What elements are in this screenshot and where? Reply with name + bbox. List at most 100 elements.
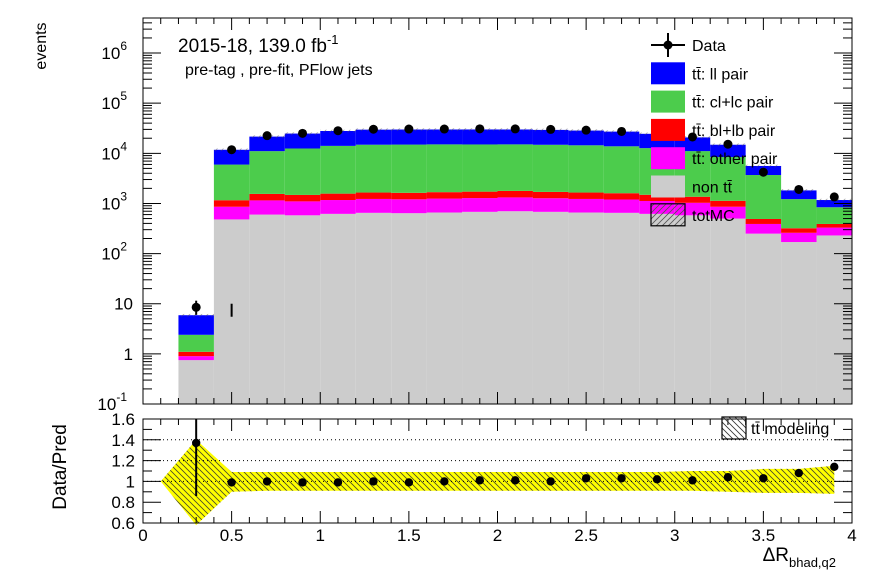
bar-segment-series-0	[355, 212, 392, 404]
legend-label: tt̄: bl+lb pair	[692, 123, 776, 140]
modeling-band-hatch	[160, 439, 835, 526]
ratio-y-axis-title: Data/Pred	[50, 424, 71, 510]
ratio-point	[688, 476, 697, 485]
ratio-y-tick-label: 1.4	[111, 431, 135, 450]
bar-segment-series-4	[391, 129, 427, 145]
bar-segment-series-2	[603, 193, 640, 200]
y-axis-title: events	[33, 22, 50, 69]
y-tick-label-exponent: 4	[120, 139, 127, 153]
data-point	[368, 124, 378, 134]
bar-segment-series-1	[497, 197, 533, 212]
bar-segment-series-3	[178, 334, 214, 352]
y-tick-label: 104	[101, 139, 127, 163]
legend-swatch	[651, 147, 685, 170]
y-tick-label-base: 10	[101, 194, 120, 213]
data-point	[475, 124, 485, 134]
bar-segment-series-0	[462, 211, 498, 404]
legend-label: tt̄: other pair	[692, 151, 778, 168]
y-tick-label-base: 10	[101, 44, 120, 63]
ratio-point	[227, 478, 236, 487]
bar-segment-series-3	[745, 175, 782, 219]
data-point	[687, 132, 697, 142]
bar-segment-series-0	[426, 212, 463, 404]
bar-segment-series-2	[355, 192, 392, 199]
bar-segment-series-0	[532, 211, 569, 404]
bar-segment-series-0	[284, 215, 321, 404]
legend-swatch	[651, 62, 685, 85]
legend-swatch	[651, 175, 685, 198]
y-tick-label: 105	[101, 89, 127, 113]
bar-segment-series-0	[497, 211, 533, 404]
ratio-point	[333, 478, 343, 487]
bar-segment-series-1	[355, 198, 392, 213]
bar-segment-series-4	[781, 190, 817, 200]
bar-segment-series-4	[426, 129, 463, 145]
bar-segment-series-0	[674, 215, 711, 404]
data-point	[581, 125, 591, 135]
bar-segment-series-1	[568, 198, 604, 213]
data-point	[298, 128, 308, 138]
bar-segment-series-0	[816, 235, 852, 404]
data-point	[404, 124, 414, 134]
chart-title-text: 2015-18, 139.0 fb	[178, 36, 327, 57]
chart-title: 2015-18, 139.0 fb-1	[178, 32, 339, 57]
legend-label: Data	[692, 38, 726, 55]
bar-segment-series-3	[462, 144, 498, 192]
ratio-point	[617, 474, 626, 483]
legend-swatch	[650, 203, 686, 227]
bar-segment-series-3	[781, 199, 817, 229]
bar-segment-series-4	[178, 315, 214, 335]
y-tick-label: 10	[114, 295, 133, 314]
bar-segment-series-1	[249, 200, 285, 215]
data-point	[794, 184, 804, 194]
ratio-point	[652, 475, 662, 484]
bar-segment-series-0	[320, 213, 356, 404]
y-tick-label-base: 10	[114, 295, 133, 314]
bar-segment-series-3	[320, 145, 356, 194]
bar-segment-series-3	[816, 207, 852, 224]
legend-label: non tt̄	[692, 180, 733, 197]
x-axis-title-subscript: bhad,q2	[789, 555, 836, 570]
bar-segment-series-2	[320, 193, 356, 201]
x-axis-title-text: ΔR	[763, 545, 789, 566]
bar-segment-series-2	[674, 196, 711, 203]
ratio-y-tick-label: 1	[126, 472, 135, 491]
data-point	[617, 126, 627, 136]
bar-segment-series-4	[497, 129, 533, 145]
y-tick-label-exponent: 5	[120, 89, 127, 103]
ratio-point	[369, 477, 378, 486]
bar-segment-series-4	[462, 129, 498, 145]
data-point	[439, 124, 449, 134]
bar-segment-series-3	[355, 144, 392, 193]
bar-segment-series-2	[284, 194, 321, 202]
bar-segment-series-2	[462, 191, 498, 199]
bar-segment-series-4	[284, 133, 321, 149]
x-tick-label: 0	[138, 526, 147, 545]
chart-title-superscript: -1	[327, 32, 339, 47]
bar-segment-series-4	[603, 131, 640, 147]
bar-segment-series-4	[213, 149, 250, 165]
x-tick-label: 2	[493, 526, 502, 545]
ratio-y-tick-label: 0.6	[111, 514, 135, 533]
ratio-y-tick-label: 1.6	[111, 410, 135, 429]
bar-segment-series-2	[710, 200, 746, 207]
bar-segment-series-1	[213, 206, 250, 220]
ratio-point	[546, 477, 555, 486]
legend-swatch	[651, 90, 685, 113]
y-tick-label-base: 10	[97, 395, 116, 414]
bar-segment-series-2	[781, 228, 817, 233]
ratio-point	[262, 477, 272, 486]
y-tick-label-exponent: 3	[120, 189, 127, 203]
bar-segment-series-2	[816, 223, 852, 228]
y-tick-label-base: 10	[101, 144, 120, 163]
bar-segment-series-2	[497, 190, 533, 198]
bar-segment-series-0	[178, 360, 214, 404]
bar-segment-series-1	[320, 200, 356, 214]
ratio-point	[723, 473, 733, 482]
data-point	[333, 126, 343, 136]
bar-segment-series-3	[426, 144, 463, 193]
y-tick-label: 10-1	[97, 390, 127, 414]
y-tick-label-base: 10	[101, 245, 120, 264]
y-tick-label-base: 10	[101, 94, 120, 113]
